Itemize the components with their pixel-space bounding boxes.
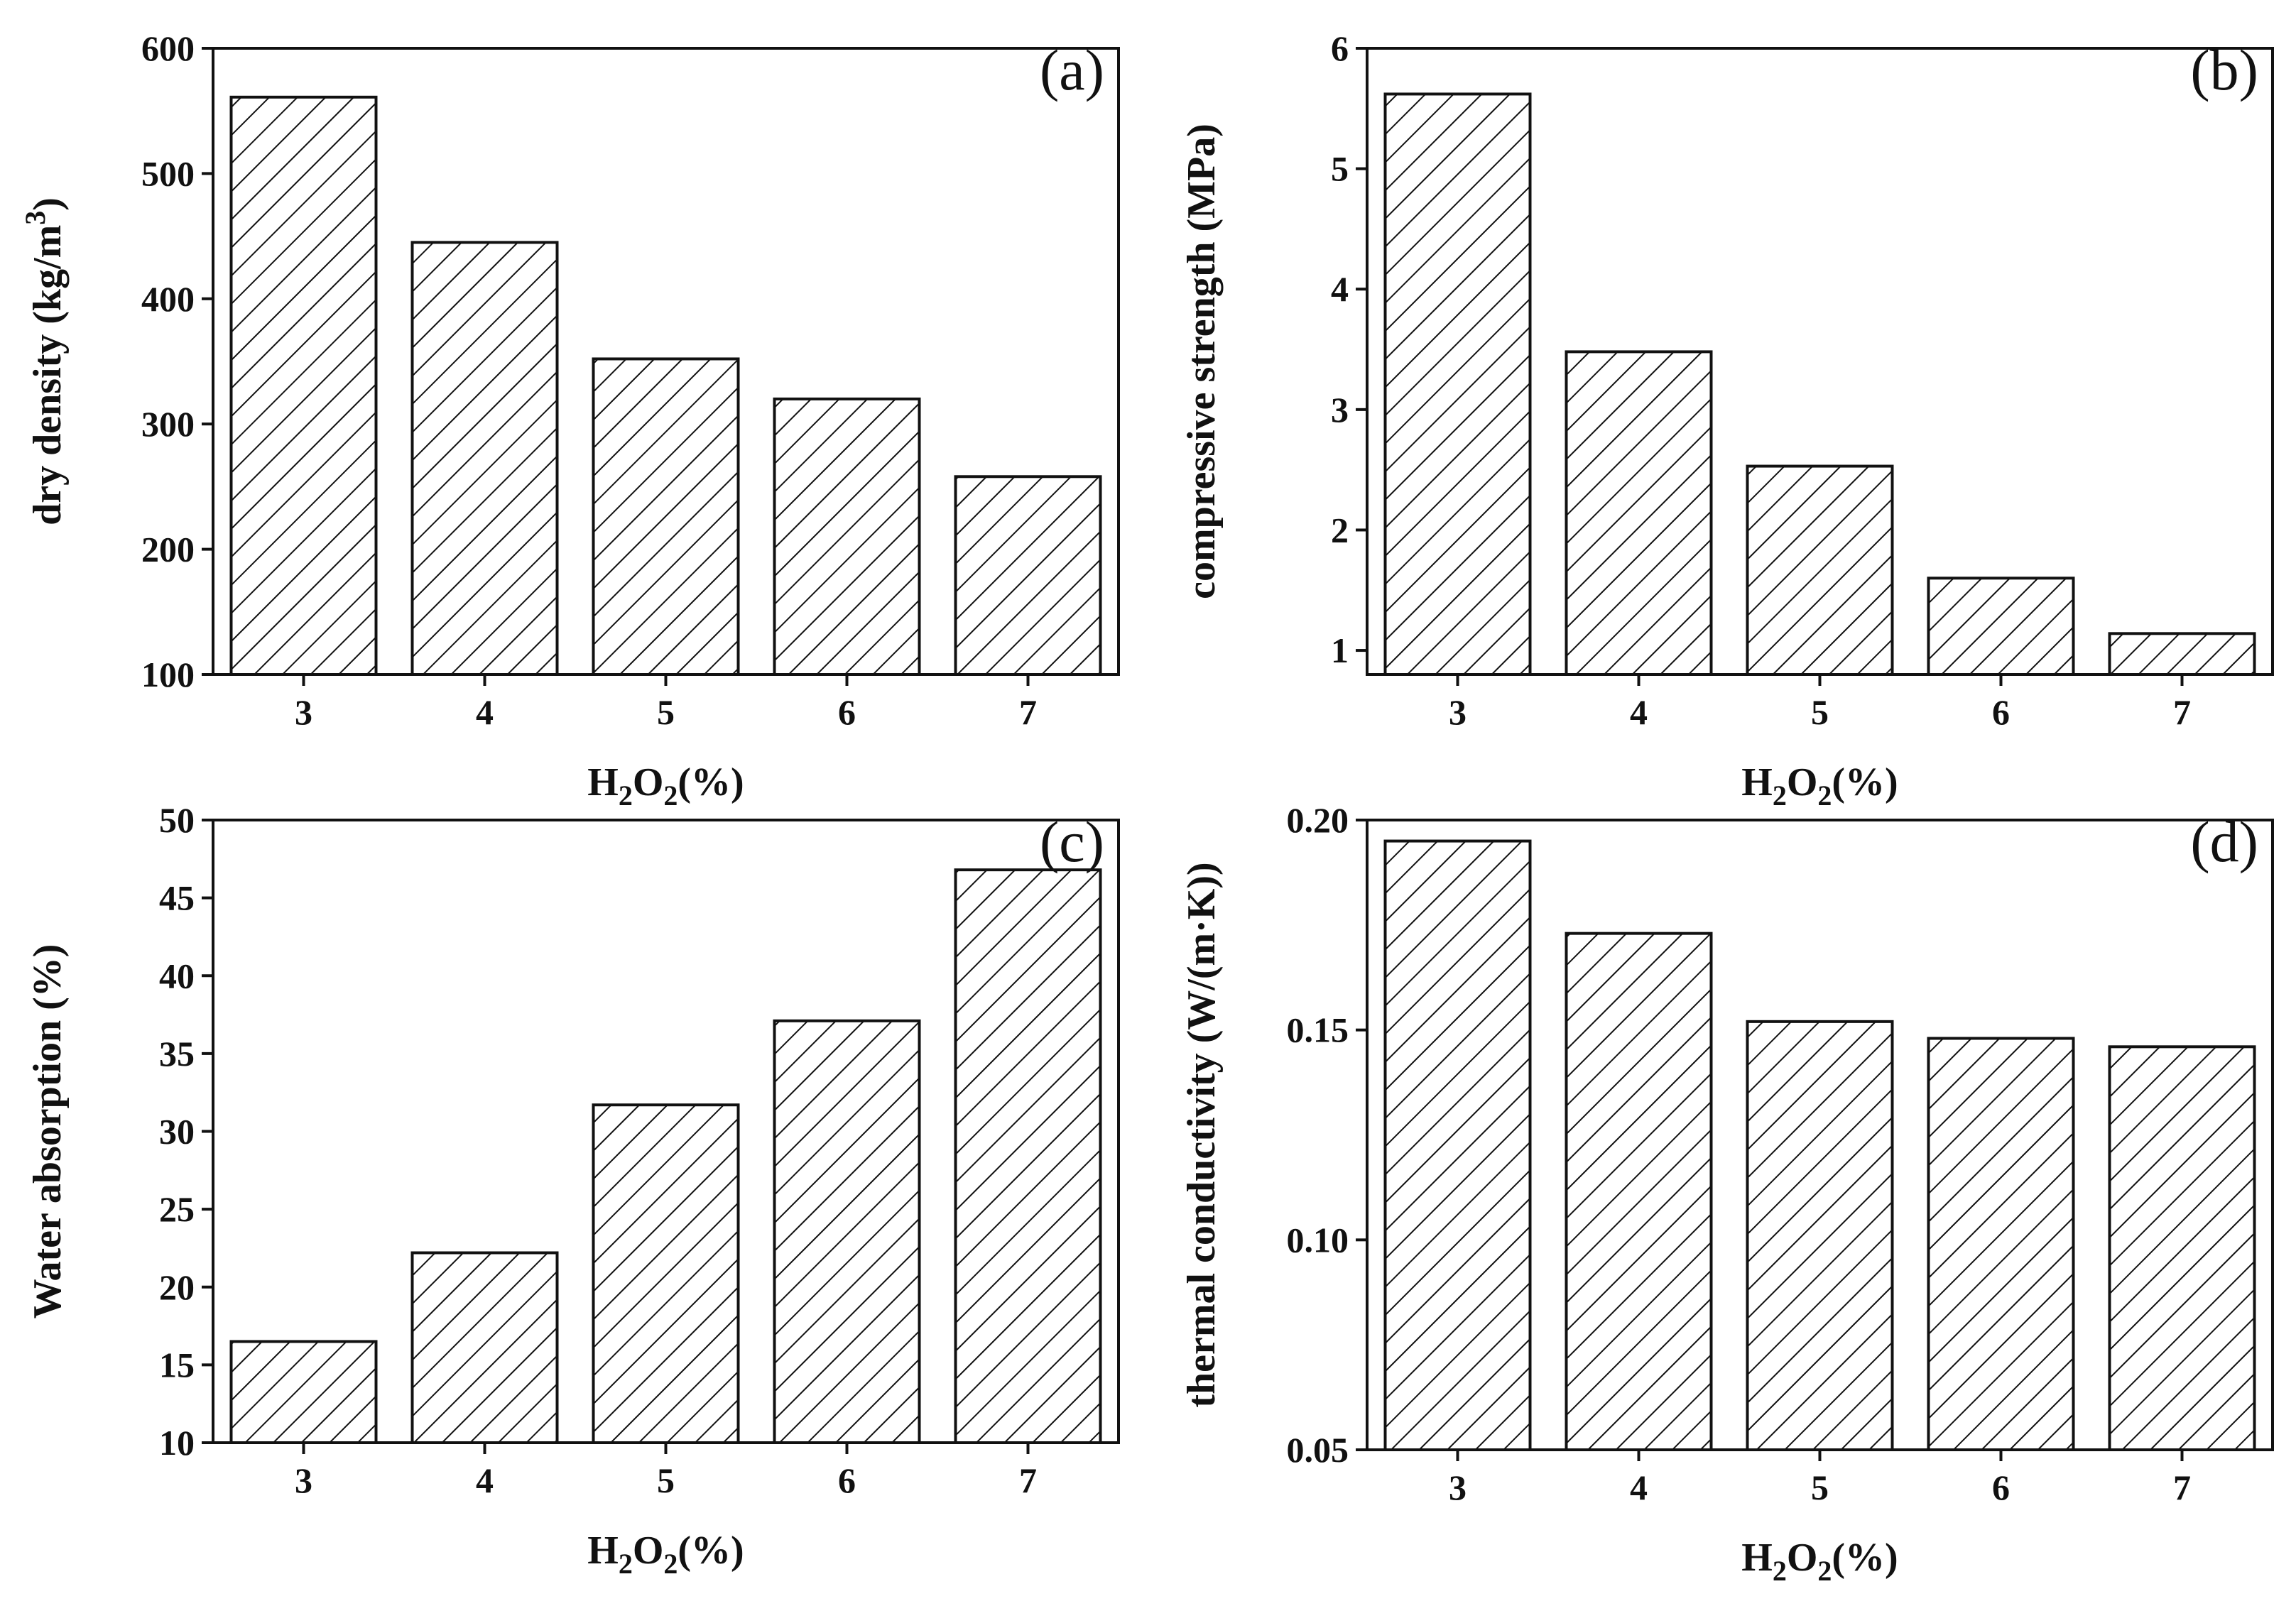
- y-tick-label: 45: [159, 878, 195, 918]
- y-tick-label: 300: [141, 404, 195, 444]
- x-tick-label: 3: [295, 692, 312, 732]
- chart-panel-d: 0.05 0.10 0.15 0.20 3 4 5 6 7 H2O2(%) thermal cond…: [1180, 800, 2274, 1587]
- y-tick-label: 25: [159, 1189, 195, 1229]
- x-tick-label: 5: [1811, 692, 1829, 732]
- y-tick-label: 600: [141, 28, 195, 68]
- y-tick-label: 0.10: [1287, 1220, 1349, 1260]
- bar: [229, 95, 378, 676]
- x-axis-title: H2O2(%): [587, 760, 744, 812]
- y-axis-title: dry density (kg/m3): [19, 197, 70, 525]
- bar: [1565, 932, 1713, 1452]
- bar: [773, 397, 921, 676]
- chart-panel-a: 100 200 300 400 500 600 3 4 5 6 7 H2O2(%) dry densit…: [19, 28, 1120, 812]
- x-tick-label: 6: [1992, 1468, 2010, 1507]
- x-tick-label: 5: [657, 692, 675, 732]
- bar: [954, 475, 1102, 677]
- chart-panel-b: 1 2 3 4 5 6 3 4 5 6 7 H2O2(%) compressive strength (…: [1180, 28, 2274, 812]
- y-tick-label: 10: [159, 1423, 195, 1463]
- bar: [1383, 92, 1532, 676]
- panel-label: (b): [2190, 38, 2258, 102]
- panel-label: (c): [1040, 809, 1104, 874]
- x-tick-label: 4: [476, 692, 494, 732]
- y-tick-label: 20: [159, 1267, 195, 1307]
- y-tick-label: 100: [141, 655, 195, 694]
- x-tick-label: 4: [476, 1460, 494, 1500]
- x-tick-label: 7: [1019, 1460, 1037, 1500]
- x-tick-label: 7: [2173, 692, 2191, 732]
- bar: [229, 1340, 378, 1445]
- x-tick-label: 6: [838, 1460, 856, 1500]
- x-tick-label: 6: [838, 692, 856, 732]
- y-tick-label: 0.20: [1287, 800, 1349, 840]
- y-tick-label: 5: [1331, 149, 1349, 189]
- x-tick-label: 5: [657, 1460, 675, 1500]
- y-axis-title: compressive strength (MPa): [1180, 124, 1224, 599]
- y-tick-label: 3: [1331, 390, 1349, 430]
- y-tick-label: 4: [1331, 269, 1349, 309]
- y-tick-label: 30: [159, 1112, 195, 1152]
- x-tick-label: 6: [1992, 692, 2010, 732]
- bar: [1927, 1037, 2075, 1451]
- bar: [1383, 839, 1532, 1451]
- panel-label: (d): [2190, 809, 2258, 874]
- bar: [1927, 577, 2075, 676]
- bar: [1746, 464, 1894, 676]
- y-axis-title: Water absorption (%): [26, 944, 70, 1319]
- y-tick-label: 0.05: [1287, 1430, 1349, 1470]
- y-tick-label: 15: [159, 1345, 195, 1384]
- y-tick-label: 35: [159, 1034, 195, 1074]
- x-axis-title: H2O2(%): [1741, 760, 1898, 812]
- bar: [592, 1103, 740, 1445]
- bar: [1565, 350, 1713, 676]
- y-tick-label: 50: [159, 800, 195, 840]
- x-tick-label: 7: [1019, 692, 1037, 732]
- bar: [773, 1019, 921, 1444]
- y-tick-label: 200: [141, 530, 195, 569]
- x-tick-label: 3: [295, 1460, 312, 1500]
- bar: [592, 357, 740, 676]
- y-tick-label: 500: [141, 153, 195, 193]
- bar: [2108, 1045, 2256, 1451]
- bar: [954, 868, 1102, 1445]
- x-tick-label: 4: [1630, 1468, 1648, 1507]
- x-tick-label: 4: [1630, 692, 1648, 732]
- x-tick-label: 7: [2173, 1468, 2191, 1507]
- y-tick-label: 6: [1331, 28, 1349, 68]
- bar: [410, 241, 559, 677]
- y-tick-label: 2: [1331, 510, 1349, 550]
- bar: [2108, 632, 2256, 676]
- y-tick-label: 1: [1331, 630, 1349, 670]
- x-axis-title: H2O2(%): [1741, 1536, 1898, 1587]
- x-tick-label: 3: [1449, 1468, 1467, 1507]
- x-tick-label: 5: [1811, 1468, 1829, 1507]
- y-axis-title: thermal conductivity (W/(m·K)): [1180, 862, 1224, 1407]
- y-tick-label: 400: [141, 279, 195, 319]
- panel-label: (a): [1040, 38, 1104, 102]
- bar: [1746, 1020, 1894, 1451]
- y-tick-label: 40: [159, 956, 195, 995]
- bar: [410, 1251, 559, 1444]
- y-tick-label: 0.15: [1287, 1010, 1349, 1050]
- x-axis-title: H2O2(%): [587, 1529, 744, 1580]
- x-tick-label: 3: [1449, 692, 1467, 732]
